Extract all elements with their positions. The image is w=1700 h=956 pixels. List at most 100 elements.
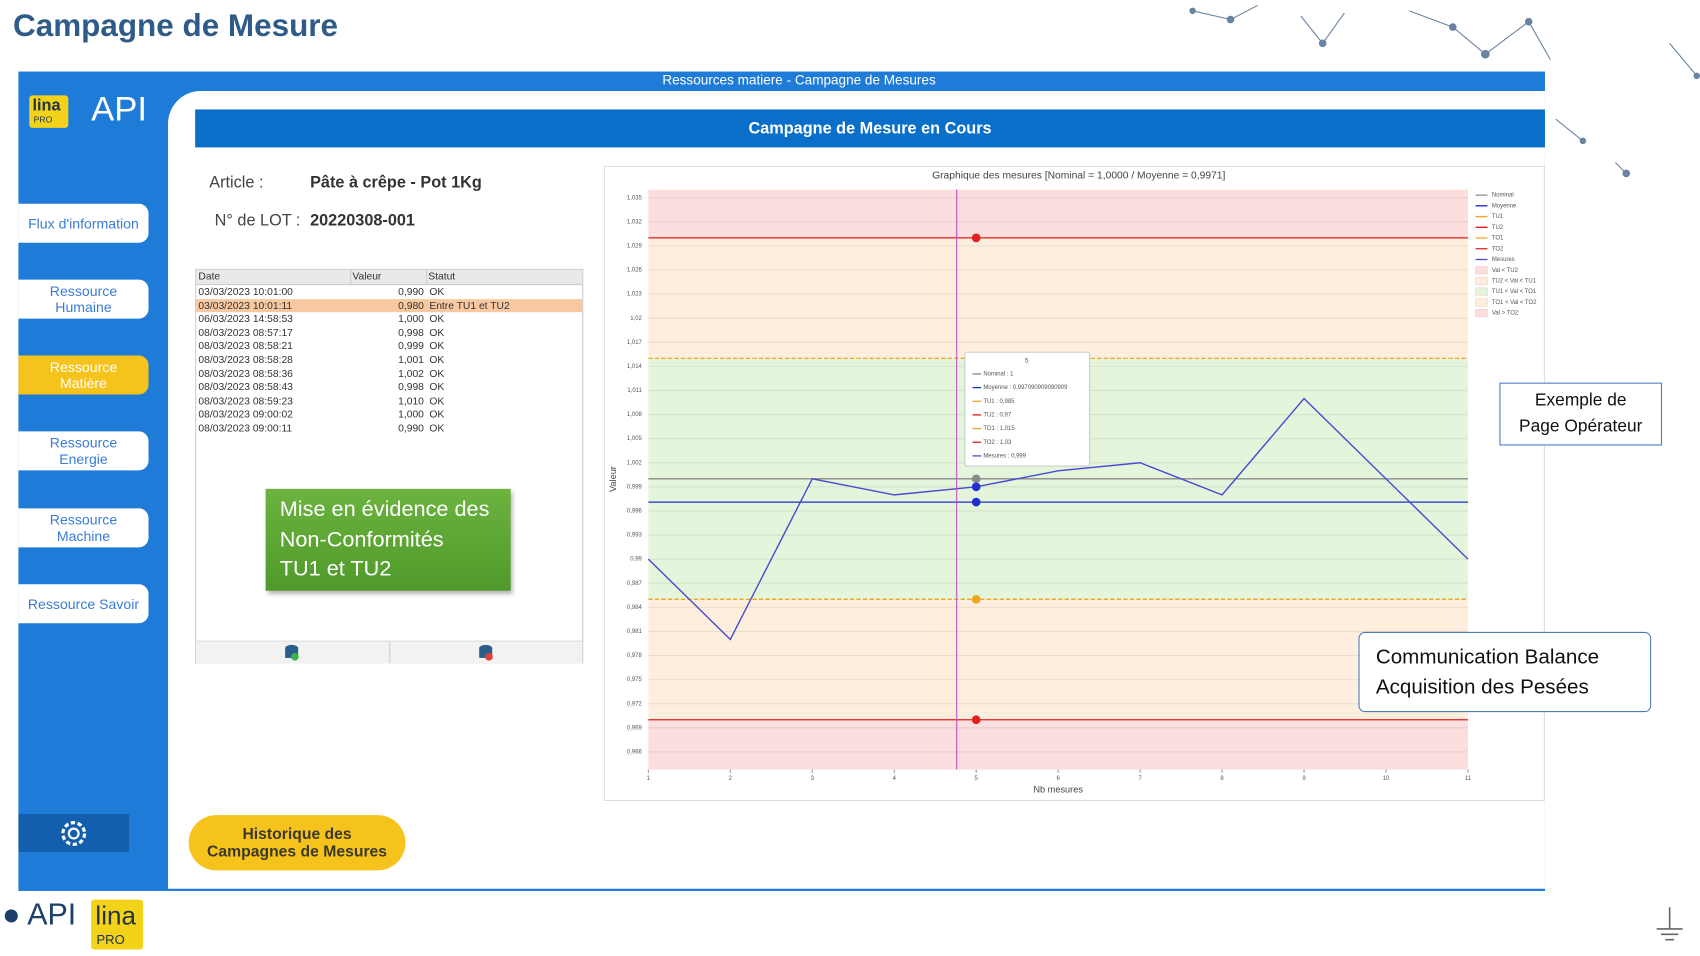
measure-line — [647, 397, 1469, 641]
y-tick-label: 0,981 — [627, 629, 643, 635]
cell-value: 0,998 — [398, 327, 424, 340]
y-tick-label: 1,002 — [627, 460, 643, 466]
sidebar-button[interactable]: Ressource Machine — [18, 508, 149, 548]
article-value: Pâte à crêpe - Pot 1Kg — [310, 173, 482, 192]
cell-value: 0,980 — [398, 299, 424, 312]
legend-entry: TO1 < Val < TO2 — [1492, 300, 1537, 306]
delete-icon[interactable] — [477, 644, 494, 661]
y-tick-label: 1,035 — [627, 195, 643, 201]
legend-entry: TU1 < Val < TO1 — [1492, 289, 1537, 295]
column-header: Statut — [428, 270, 456, 283]
hover-dot — [971, 715, 981, 725]
y-axis-label: Valeur — [608, 466, 618, 492]
callout-line: Non-Conformités — [279, 527, 444, 552]
cell-status: OK — [429, 381, 445, 394]
x-tick-label: 4 — [893, 776, 897, 782]
x-tick-label: 1 — [647, 776, 651, 782]
legend-entry: TU1 — [1492, 214, 1504, 220]
cell-status: OK — [429, 313, 445, 326]
legend-entry: TU2 < Val < TU1 — [1492, 279, 1537, 285]
tooltip-line: TU1 : 0,985 — [983, 399, 1015, 405]
table-header: Date Valeur Statut — [196, 269, 583, 286]
cell-value: 0,990 — [398, 286, 424, 299]
y-tick-label: 0,969 — [627, 725, 643, 731]
legend-entry: Val > TO2 — [1492, 311, 1519, 317]
legend-entry: TO2 — [1492, 246, 1504, 252]
lot-value: 20220308-001 — [310, 211, 415, 230]
legend-entry: Moyenne — [1492, 203, 1517, 209]
callout-line: Communication Balance — [1375, 646, 1600, 669]
history-button[interactable]: Historique des Campagnes de Mesures — [188, 815, 406, 871]
cell-value: 1,002 — [398, 368, 424, 381]
lina-logo: lina PRO — [29, 95, 69, 128]
x-tick-label: 9 — [1302, 776, 1306, 782]
table-row: 08/03/2023 08:59:23 1,010 OK — [196, 394, 582, 408]
y-tick-label: 0,972 — [627, 701, 643, 707]
table-row: 03/03/2023 10:01:11 0,980 Entre TU1 et TU2 — [196, 298, 583, 313]
tooltip-line: TO2 : 1,03 — [983, 440, 1012, 446]
sidebar-button[interactable]: Ressource Humaine — [18, 279, 149, 319]
settings-button[interactable] — [18, 814, 130, 852]
hover-dot — [971, 594, 981, 604]
measure-table: Date Valeur Statut 03/03/2023 10:01:00 0,990… — [195, 268, 584, 664]
tooltip-line: TO1 : 1,015 — [983, 426, 1015, 432]
hover-dot — [971, 482, 981, 492]
cell-value: 0,998 — [398, 381, 424, 394]
zone — [648, 189, 1468, 238]
cell-value: 0,999 — [398, 340, 424, 353]
table-row: 06/03/2023 14:58:53 1,000 OK — [196, 312, 582, 326]
y-tick-label: 1,011 — [627, 388, 642, 394]
sidebar-button[interactable]: Ressource Energie — [18, 431, 149, 471]
table-row: 08/03/2023 08:58:36 1,002 OK — [196, 367, 582, 381]
legend-entry: Mesures — [1492, 257, 1515, 263]
y-tick-label: 1,029 — [627, 243, 643, 249]
y-tick-label: 0,999 — [627, 484, 643, 490]
measure-chart: Graphique des mesures [Nominal = 1,0000 … — [603, 165, 1545, 802]
callout-line: Exemple de — [1534, 391, 1627, 410]
tooltip — [964, 351, 1091, 467]
x-axis-label: Nb mesures — [1033, 785, 1083, 795]
logo-text: lina — [32, 96, 61, 115]
lina-logo-bottom: lina PRO — [91, 899, 144, 950]
nonconformity-callout: Mise en évidence des Non-Conformités TU1 e… — [265, 488, 511, 591]
cell-status: OK — [429, 368, 445, 381]
sidebar-button[interactable]: Ressource Savoir — [18, 584, 149, 624]
lot-label: N° de LOT : — [214, 211, 301, 230]
x-tick-label: 10 — [1383, 776, 1390, 782]
zone — [648, 599, 1468, 720]
callout-line: Acquisition des Pesées — [1375, 676, 1589, 700]
y-tick-label: 0,99 — [630, 557, 642, 563]
y-tick-label: 1,014 — [627, 364, 643, 370]
cell-date: 08/03/2023 09:00:11 — [198, 422, 293, 435]
column-header: Valeur — [352, 270, 382, 283]
x-tick-label: 7 — [1138, 776, 1142, 782]
cell-date: 03/03/2023 10:01:11 — [198, 299, 293, 312]
y-tick-label: 1,02 — [630, 316, 642, 322]
y-tick-label: 1,008 — [627, 412, 643, 418]
legend-swatch — [1475, 309, 1488, 318]
cell-date: 08/03/2023 08:57:17 — [198, 327, 293, 340]
callout-line: TU1 et TU2 — [279, 557, 392, 581]
cell-value: 1,000 — [398, 313, 424, 326]
cell-value: 1,010 — [398, 395, 424, 408]
legend-entry: Nominal — [1492, 193, 1514, 199]
logo-text: PRO — [33, 114, 53, 125]
tooltip-line: Moyenne : 0,997090909090909 — [983, 385, 1068, 391]
tooltip-line: Nominal : 1 — [983, 372, 1014, 378]
y-tick-label: 0,975 — [627, 677, 643, 683]
legend-swatch — [1475, 287, 1488, 296]
table-toolbar — [196, 640, 583, 664]
banner: Campagne de Mesure en Cours — [195, 109, 1545, 148]
cell-date: 08/03/2023 08:58:21 — [198, 340, 293, 353]
sidebar-button[interactable]: Flux d'information — [18, 203, 149, 243]
column-divider — [426, 269, 428, 284]
x-tick-label: 3 — [811, 776, 815, 782]
cell-status: OK — [429, 422, 445, 435]
callout-line: Page Opérateur — [1519, 417, 1643, 436]
sidebar-button[interactable]: Ressource Matière — [18, 355, 149, 395]
export-icon[interactable] — [283, 644, 300, 661]
hover-dot — [971, 497, 981, 507]
y-tick-label: 0,966 — [627, 749, 643, 755]
window-title: Ressources matiere - Campagne de Mesures — [662, 72, 936, 88]
table-row: 08/03/2023 08:58:21 0,999 OK — [196, 340, 582, 354]
